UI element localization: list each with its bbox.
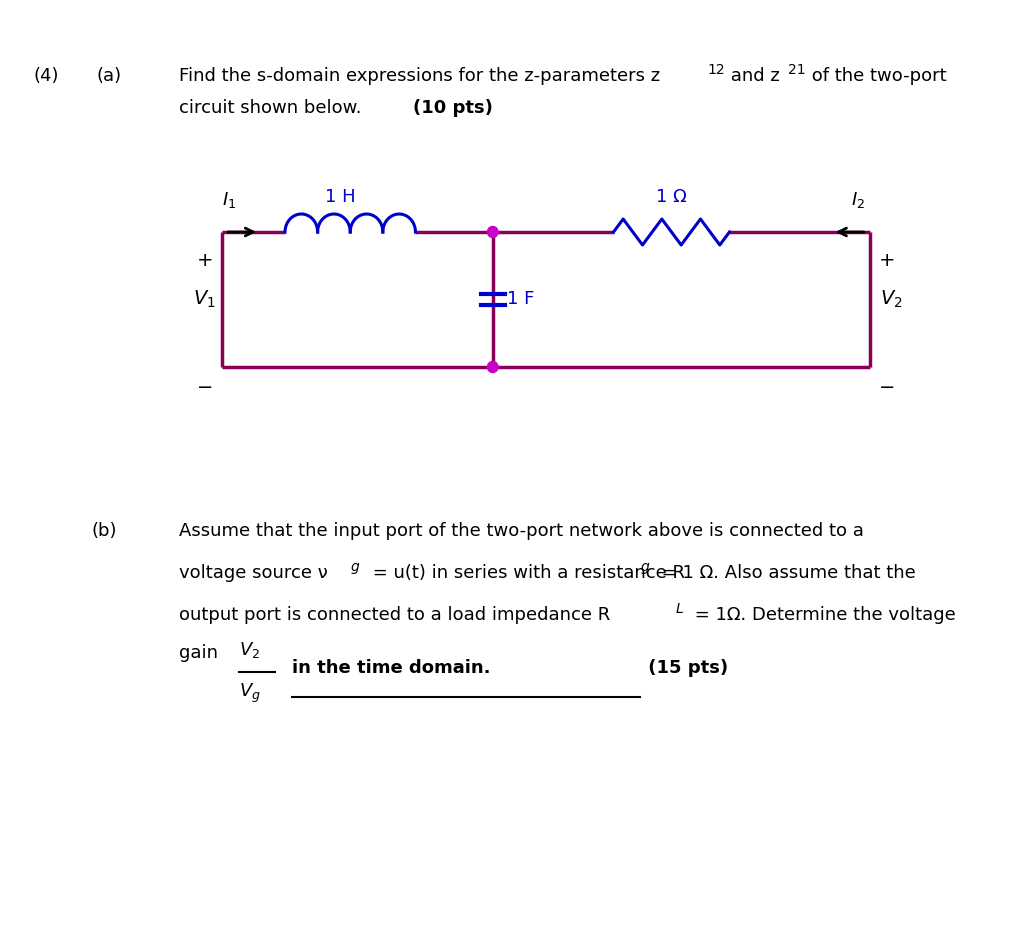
Text: $I_2$: $I_2$ <box>851 190 864 210</box>
Circle shape <box>487 227 498 237</box>
Text: g: g <box>350 560 359 574</box>
Text: voltage source ν: voltage source ν <box>179 564 328 582</box>
Text: = 1Ω. Determine the voltage: = 1Ω. Determine the voltage <box>689 606 955 624</box>
Text: gain: gain <box>179 644 223 662</box>
Text: circuit shown below.: circuit shown below. <box>179 99 367 117</box>
Text: (a): (a) <box>96 67 122 85</box>
Text: Assume that the input port of the two-port network above is connected to a: Assume that the input port of the two-po… <box>179 522 863 540</box>
Text: $V_2$: $V_2$ <box>239 640 260 660</box>
Text: $V_g$: $V_g$ <box>239 682 260 705</box>
Text: and z: and z <box>725 67 779 85</box>
Text: (15 pts): (15 pts) <box>641 659 728 677</box>
Text: (4): (4) <box>34 67 59 85</box>
Text: $V_1$: $V_1$ <box>194 288 216 310</box>
Text: +: + <box>197 250 213 269</box>
Text: 21: 21 <box>788 63 806 77</box>
Text: = 1 Ω. Also assume that the: = 1 Ω. Also assume that the <box>656 564 915 582</box>
Text: 1 H: 1 H <box>326 188 356 206</box>
Text: −: − <box>879 378 895 396</box>
Text: 1 F: 1 F <box>507 290 535 308</box>
Text: of the two-port: of the two-port <box>806 67 946 85</box>
Text: g: g <box>641 560 649 574</box>
Text: (b): (b) <box>92 522 118 540</box>
Text: L: L <box>676 602 683 616</box>
Text: = u(t) in series with a resistance R: = u(t) in series with a resistance R <box>368 564 685 582</box>
Text: output port is connected to a load impedance R: output port is connected to a load imped… <box>179 606 610 624</box>
Text: 12: 12 <box>708 63 725 77</box>
Text: $I_1$: $I_1$ <box>222 190 237 210</box>
Circle shape <box>487 362 498 372</box>
Text: −: − <box>197 378 213 396</box>
Text: +: + <box>879 250 895 269</box>
Text: Find the s-domain expressions for the z-parameters z: Find the s-domain expressions for the z-… <box>179 67 659 85</box>
Text: in the time domain.: in the time domain. <box>292 659 490 677</box>
Text: $V_2$: $V_2$ <box>880 288 902 310</box>
Text: 1 Ω: 1 Ω <box>656 188 687 206</box>
Text: (10 pts): (10 pts) <box>413 99 493 117</box>
